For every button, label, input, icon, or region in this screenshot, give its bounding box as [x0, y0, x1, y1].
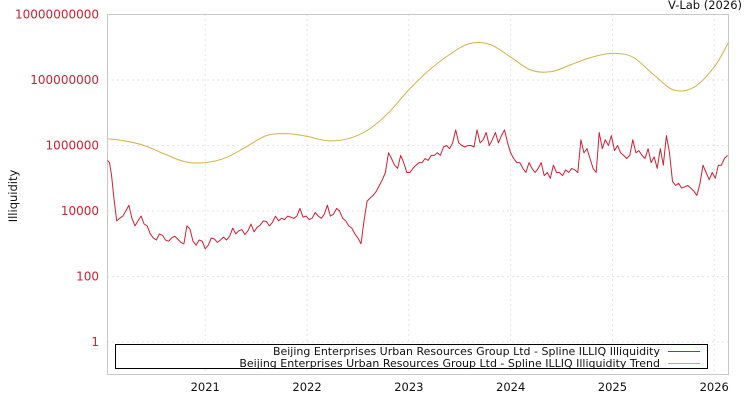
legend-label-trend: Beijing Enterprises Urban Resources Grou…	[239, 357, 660, 370]
x-tick-label: 2022	[292, 380, 321, 394]
illiquidity-trend-line	[107, 42, 729, 164]
y-tick-label: 10000	[61, 204, 99, 218]
x-tick-label: 2025	[598, 380, 627, 394]
y-tick-label: 10000000000	[15, 8, 99, 22]
x-axis-ticks: 2021 2022 2023 2024 2025 2026	[191, 380, 729, 394]
x-tick-label: 2021	[191, 380, 220, 394]
legend: Beijing Enterprises Urban Resources Grou…	[115, 344, 708, 370]
grid-lines	[107, 14, 729, 375]
x-tick-label: 2023	[394, 380, 423, 394]
y-tick-label: 1000000	[46, 139, 99, 153]
y-axis-ticks: 10000000000 100000000 1000000 10000 100 1	[15, 8, 99, 350]
legend-box	[115, 344, 708, 369]
legend-label-illiquidity: Beijing Enterprises Urban Resources Grou…	[273, 345, 661, 358]
chart-credit: V-Lab (2026)	[668, 0, 742, 12]
y-axis-label: Illiquidity	[6, 170, 20, 223]
x-tick-label: 2024	[496, 380, 525, 394]
illiquidity-line	[107, 129, 728, 250]
plot-area-frame	[107, 14, 729, 375]
data-series	[107, 42, 729, 250]
y-tick-label: 100000000	[30, 73, 99, 87]
x-tick-label: 2026	[700, 380, 729, 394]
y-tick-label: 1	[91, 335, 99, 349]
y-tick-label: 100	[76, 270, 99, 284]
